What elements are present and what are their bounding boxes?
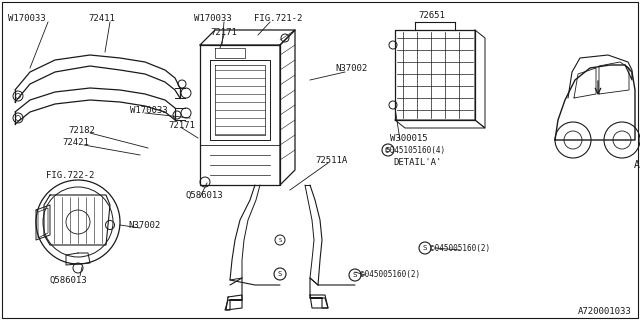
Text: N37002: N37002 [128,220,160,229]
Text: W170033: W170033 [130,106,168,115]
Text: W300015: W300015 [390,133,428,142]
Text: S: S [386,147,390,153]
Text: Q586013: Q586013 [49,276,87,284]
Text: A: A [634,160,640,170]
Text: S: S [423,245,427,251]
Text: 72421: 72421 [62,138,89,147]
Text: 72651: 72651 [418,11,445,20]
Text: S: S [278,237,282,243]
Text: S: S [278,271,282,277]
Text: ©045005160(2): ©045005160(2) [430,244,490,252]
Text: 72411: 72411 [88,13,115,22]
Text: FIG.722-2: FIG.722-2 [46,171,94,180]
Text: W170033: W170033 [194,13,232,22]
Text: S: S [353,272,357,278]
Text: 72511A: 72511A [315,156,348,164]
Text: A720001033: A720001033 [579,308,632,316]
Text: 72171: 72171 [210,28,237,36]
Text: W170033: W170033 [8,13,45,22]
Text: FIG.721-2: FIG.721-2 [254,13,302,22]
Text: 72182: 72182 [68,125,95,134]
Text: N37002: N37002 [335,63,367,73]
Text: Q586013: Q586013 [185,190,223,199]
Text: ©045105160(4): ©045105160(4) [385,146,445,155]
Text: 72171: 72171 [168,121,195,130]
Text: ©045005160(2): ©045005160(2) [360,270,420,279]
Text: DETAIL'A': DETAIL'A' [393,157,442,166]
